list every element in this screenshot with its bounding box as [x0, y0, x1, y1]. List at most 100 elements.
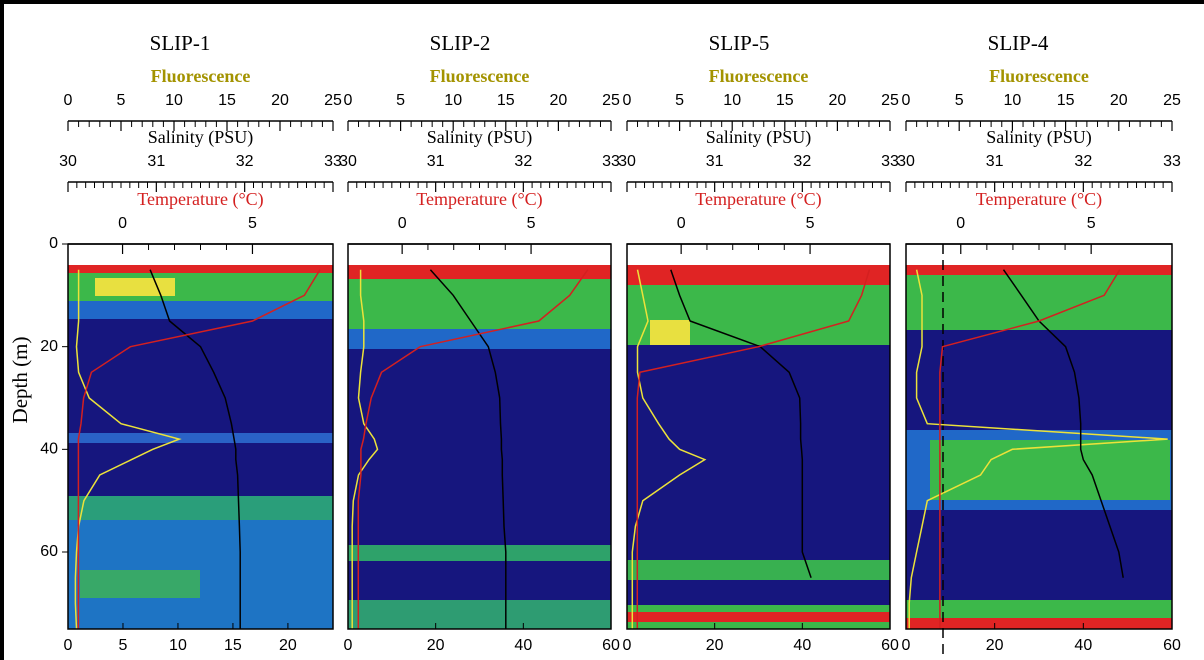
- x-tick-label: 5: [119, 637, 128, 654]
- tick-label: 10: [165, 92, 183, 109]
- panel-frame: [347, 243, 612, 630]
- echogram-band: [348, 329, 611, 349]
- echogram-band: [627, 560, 890, 580]
- tick-label: 0: [64, 92, 73, 109]
- profile-line: [74, 269, 182, 630]
- tick-label: 15: [218, 92, 236, 109]
- axis-label: Salinity (PSU): [427, 127, 533, 148]
- echogram-band: [68, 433, 333, 443]
- echogram-band: [68, 301, 333, 319]
- echogram-band: [348, 265, 611, 279]
- tick-label: 25: [1163, 92, 1181, 109]
- echogram-band: [627, 265, 890, 285]
- axis-label: Temperature (°C): [695, 189, 821, 210]
- tick-label: 25: [881, 92, 899, 109]
- tick-label: 10: [723, 92, 741, 109]
- echograms: [68, 244, 1172, 660]
- axis-label: Temperature (°C): [416, 189, 542, 210]
- x-tick-label: 20: [706, 637, 724, 654]
- profile-line: [357, 269, 589, 629]
- tick-label: 5: [117, 92, 126, 109]
- tick-label: 0: [118, 215, 127, 232]
- tick-label: 5: [955, 92, 964, 109]
- profile-line: [351, 269, 379, 629]
- echogram-band: [348, 600, 611, 629]
- tick-label: 10: [1004, 92, 1022, 109]
- tick-label: 30: [618, 153, 636, 170]
- profile-line: [631, 269, 707, 629]
- tick-label: 0: [956, 215, 965, 232]
- x-tick-label: 20: [279, 637, 297, 654]
- panel-title: SLIP-2: [430, 31, 491, 55]
- axis-label: Fluorescence: [989, 66, 1089, 86]
- echogram-band: [348, 545, 611, 561]
- x-tick-label: 0: [344, 637, 353, 654]
- echogram-band: [95, 278, 175, 296]
- tick-label: 33: [881, 153, 899, 170]
- x-tick-label: 20: [986, 637, 1004, 654]
- tick-label: 32: [514, 153, 532, 170]
- profile-line: [77, 269, 321, 629]
- panel-frame: [67, 243, 334, 630]
- x-tick-label: 40: [793, 637, 811, 654]
- echogram-band: [906, 618, 1172, 629]
- tick-label: 10: [444, 92, 462, 109]
- tick-label: 33: [602, 153, 620, 170]
- x-tick-label: 0: [902, 637, 911, 654]
- profile-line: [429, 269, 507, 629]
- y-axis-label: Depth (m): [8, 337, 32, 424]
- tick-label: 31: [706, 153, 724, 170]
- echogram-band: [650, 320, 690, 345]
- tick-label: 20: [1110, 92, 1128, 109]
- profile-line: [149, 269, 241, 629]
- y-tick-label: 60: [40, 543, 58, 560]
- x-tick-label: 15: [224, 637, 242, 654]
- axis-label: Fluorescence: [709, 66, 809, 86]
- x-tick-label: 60: [1163, 637, 1181, 654]
- x-tick-label: 60: [881, 637, 899, 654]
- x-tick-label: 40: [514, 637, 532, 654]
- x-tick-label: 0: [64, 637, 73, 654]
- profile-line: [1002, 269, 1124, 578]
- tick-label: 0: [623, 92, 632, 109]
- tick-label: 20: [271, 92, 289, 109]
- tick-label: 33: [1163, 153, 1181, 170]
- y-tick-label: 20: [40, 338, 58, 355]
- tick-label: 31: [427, 153, 445, 170]
- tick-label: 15: [1057, 92, 1075, 109]
- tick-label: 5: [806, 215, 815, 232]
- y-tick-label: 40: [40, 441, 58, 458]
- tick-label: 30: [59, 153, 77, 170]
- tick-label: 0: [398, 215, 407, 232]
- panel-frame: [626, 243, 891, 630]
- tick-label: 25: [324, 92, 342, 109]
- tick-label: 32: [793, 153, 811, 170]
- echogram-band: [906, 265, 1172, 275]
- echogram-band: [80, 570, 200, 598]
- echogram-band: [627, 612, 890, 622]
- panel-title: SLIP-1: [150, 31, 211, 55]
- echogram-band: [906, 600, 1172, 618]
- tick-label: 33: [324, 153, 342, 170]
- profile-line: [908, 269, 1168, 629]
- axis-label: Temperature (°C): [137, 189, 263, 210]
- y-tick-label: 0: [49, 235, 58, 252]
- x-tick-label: 20: [427, 637, 445, 654]
- axis-label: Fluorescence: [151, 66, 251, 86]
- tick-label: 0: [344, 92, 353, 109]
- tick-label: 5: [527, 215, 536, 232]
- x-tick-label: 60: [602, 637, 620, 654]
- tick-label: 32: [236, 153, 254, 170]
- x-tick-label: 10: [169, 637, 187, 654]
- profile-line: [636, 269, 871, 629]
- axis-label: Fluorescence: [430, 66, 530, 86]
- tick-label: 31: [147, 153, 165, 170]
- tick-label: 25: [602, 92, 620, 109]
- panel-title: SLIP-5: [709, 31, 770, 55]
- tick-label: 15: [776, 92, 794, 109]
- echogram-band: [348, 279, 611, 329]
- tick-label: 20: [550, 92, 568, 109]
- tick-label: 5: [248, 215, 257, 232]
- profile-line: [670, 269, 812, 578]
- tick-label: 0: [677, 215, 686, 232]
